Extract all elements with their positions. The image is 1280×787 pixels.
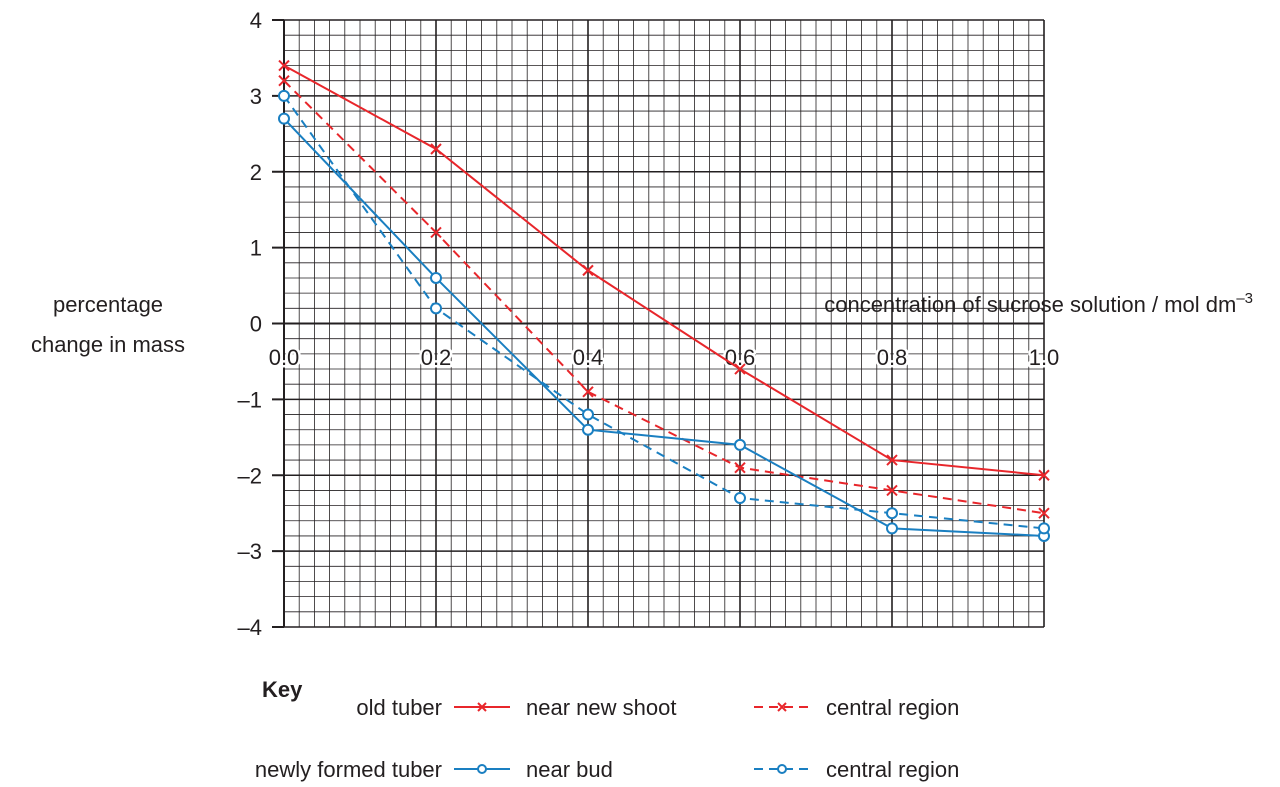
data-point: [582, 408, 594, 421]
data-point: [430, 302, 442, 315]
data-point: [582, 264, 594, 277]
series-newly-formed-tuber-central-region: [278, 89, 1050, 535]
legend-title: Key: [262, 677, 303, 702]
y-tick-label: 2: [250, 160, 262, 185]
data-point: [278, 89, 290, 102]
data-point: [886, 484, 898, 497]
x-tick-labels: 0.0 0.2 0.4 0.6 0.8 1.0: [266, 343, 1062, 373]
legend-group-old-tuber: old tuber: [356, 695, 442, 720]
legend-label: central region: [826, 695, 959, 720]
series-line: [283, 79, 1045, 515]
legend-entry-newly-formed-tuber-near-bud: near bud: [454, 757, 613, 782]
data-point: [430, 226, 442, 239]
legend-label: near new shoot: [526, 695, 676, 720]
legend-entry-old-tuber-near-new-shoot: near new shoot: [454, 695, 676, 720]
series-layer: [278, 59, 1050, 542]
data-point: [1038, 507, 1050, 519]
data-point: [886, 507, 898, 520]
data-point: [278, 59, 290, 72]
y-tick-label: 3: [250, 84, 262, 109]
data-point: [734, 492, 746, 505]
legend-group-newly-formed-tuber: newly formed tuber: [255, 757, 442, 782]
data-point: [734, 363, 746, 375]
legend-entry-old-tuber-central-region: central region: [754, 695, 959, 720]
legend-swatch-marker: [777, 764, 787, 774]
y-tick-label: –1: [238, 387, 262, 412]
y-tick-label: –2: [238, 463, 262, 488]
series-line: [283, 117, 1045, 537]
legend: Key old tuber newly formed tuber near ne…: [255, 677, 959, 782]
y-axis-label-line-2: change in mass: [31, 332, 185, 357]
data-point: [1038, 522, 1050, 535]
legend-swatch-marker: [477, 702, 487, 712]
series-newly-formed-tuber-near-bud: [278, 112, 1050, 542]
series-old-tuber-central-region: [278, 74, 1050, 519]
y-tick-label: –3: [238, 539, 262, 564]
x-axis-label: concentration of sucrose solution / mol …: [824, 290, 1253, 317]
y-tick-labels: 4 3 2 1 0 –1 –2 –3 –4: [238, 8, 262, 640]
data-point: [278, 112, 290, 125]
data-point: [886, 522, 898, 535]
x-tick-label: 0.4: [573, 345, 604, 370]
legend-label: central region: [826, 757, 959, 782]
data-point: [734, 438, 746, 451]
y-tick-label: 4: [250, 8, 262, 33]
legend-label: near bud: [526, 757, 613, 782]
y-axis-label-line-1: percentage: [53, 292, 163, 317]
legend-entries: near new shoot central region near bud cent…: [454, 695, 959, 782]
x-axis-label-text: concentration of sucrose solution / mol …: [824, 292, 1236, 317]
x-tick-label: 0.2: [421, 345, 452, 370]
x-tick-label: 0.8: [877, 345, 908, 370]
x-tick-label: 1.0: [1029, 345, 1060, 370]
y-tick-label: 1: [250, 236, 262, 261]
legend-entry-newly-formed-tuber-central-region: central region: [754, 757, 959, 782]
series-line: [283, 95, 1045, 530]
data-point: [430, 143, 442, 155]
x-tick-label: 0.6: [725, 345, 756, 370]
data-point: [1038, 469, 1050, 481]
data-point: [582, 423, 594, 436]
series-line: [283, 64, 1045, 477]
legend-swatch-marker: [777, 702, 787, 712]
data-point: [278, 74, 290, 87]
series-old-tuber-near-new-shoot: [278, 59, 1050, 481]
y-tick-label: 0: [250, 312, 262, 337]
legend-swatch-marker: [477, 764, 487, 774]
data-point: [734, 461, 746, 474]
x-tick-label: 0.0: [269, 345, 300, 370]
data-point: [886, 454, 898, 466]
data-point: [430, 271, 442, 284]
x-axis-label-superscript: –3: [1236, 290, 1253, 307]
y-tick-label: –4: [238, 615, 262, 640]
data-point: [582, 386, 594, 398]
